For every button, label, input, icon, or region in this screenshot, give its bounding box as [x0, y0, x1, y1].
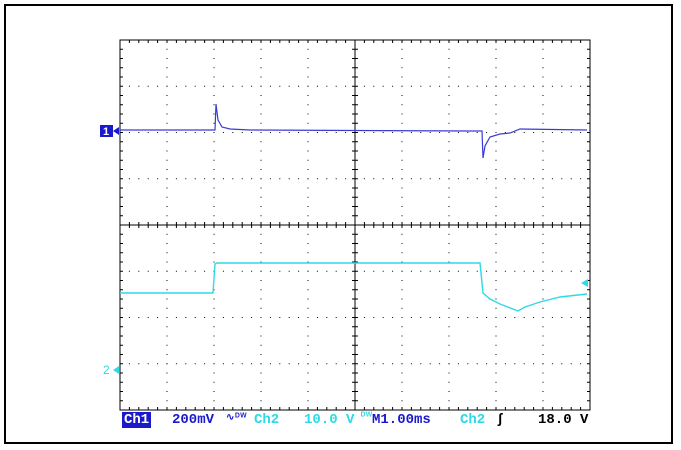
ch1-scale: 200mV — [172, 412, 215, 428]
ch2-scale: 10.0 V — [304, 412, 355, 428]
ch1-marker[interactable]: 1 — [100, 125, 119, 138]
trigger-level-marker[interactable] — [581, 279, 588, 287]
status-bar: Ch1 200mV ∿ᴰᵂ Ch2 10.0 V ᴰᵂ M1.00ms Ch2 … — [120, 412, 590, 430]
ch2-coupling-icon: ᴰᵂ — [360, 412, 373, 423]
ch2-marker[interactable]: 2 — [103, 363, 119, 377]
ch2-trace — [120, 262, 588, 312]
ch1-trace — [120, 103, 588, 159]
trigger-source[interactable]: Ch2 — [460, 412, 486, 428]
trigger-level[interactable]: 18.0 V — [538, 412, 589, 428]
ch1-label[interactable]: Ch1 — [122, 412, 152, 428]
trigger-edge-icon: ʃ — [496, 412, 505, 428]
graticule-grid — [119, 39, 591, 411]
timebase[interactable]: M1.00ms — [372, 412, 431, 428]
svg-text:2: 2 — [103, 363, 110, 377]
svg-text:1: 1 — [103, 126, 109, 138]
ch1-coupling-icon: ∿ᴰᵂ — [226, 413, 247, 424]
ch2-label[interactable]: Ch2 — [254, 412, 280, 428]
